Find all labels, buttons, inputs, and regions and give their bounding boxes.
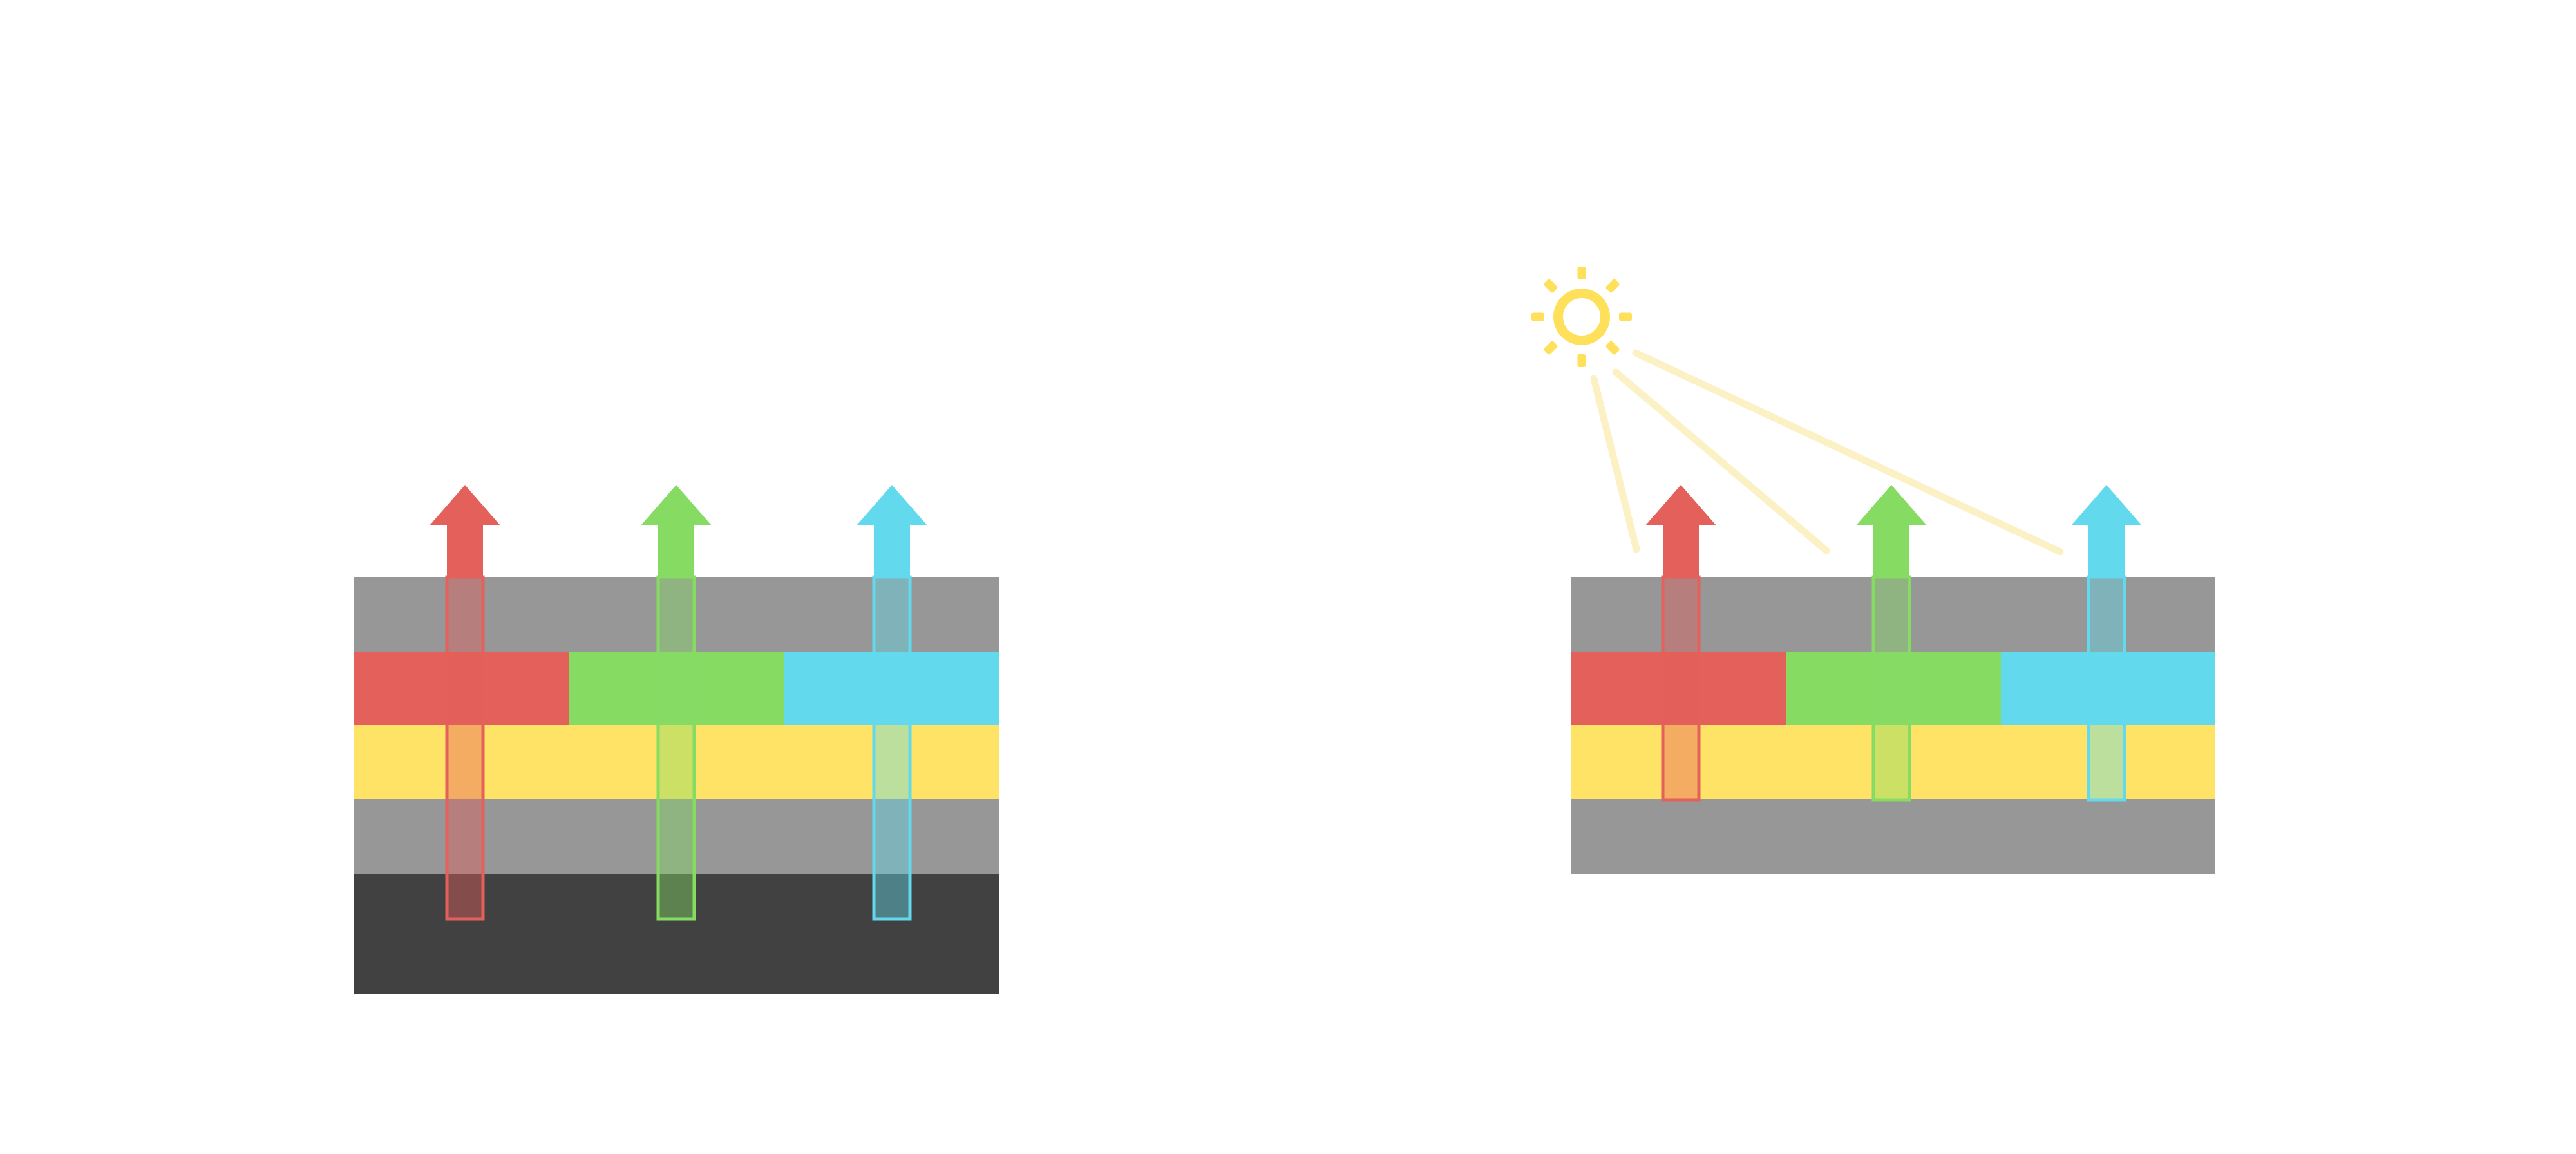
sun-ray bbox=[1544, 279, 1558, 293]
green-light-arrow-shaft bbox=[656, 575, 696, 921]
green-subpixel bbox=[569, 652, 784, 725]
sun-ray bbox=[1544, 341, 1558, 355]
green-light-arrow bbox=[641, 485, 712, 578]
sun-ray bbox=[1605, 341, 1620, 355]
sunlight-beam bbox=[1632, 349, 2064, 556]
front-glass-layer bbox=[1571, 577, 2215, 652]
blue-light-arrow bbox=[2071, 485, 2142, 578]
front-glass-layer bbox=[354, 577, 999, 652]
liquid-crystal-layer bbox=[1571, 725, 2215, 799]
red-light-arrow-shaft bbox=[1661, 575, 1701, 802]
blue-light-arrow-shaft bbox=[872, 575, 912, 921]
blue-light-arrow bbox=[857, 485, 927, 578]
green-subpixel bbox=[1786, 652, 2001, 725]
backlight-layer bbox=[354, 874, 999, 994]
blue-subpixel bbox=[784, 652, 999, 725]
sunlight-beam bbox=[1590, 375, 1640, 553]
liquid-crystal-layer bbox=[354, 725, 999, 799]
panel-right-reflective-display bbox=[1531, 267, 2215, 874]
sun-disc-ring bbox=[1553, 288, 1610, 345]
green-light-arrow-shaft bbox=[1871, 575, 1911, 802]
sunlight-beam bbox=[1612, 368, 1830, 554]
sun-ray bbox=[1605, 279, 1620, 293]
panel-left-backlit-display bbox=[354, 485, 999, 994]
sun-ray bbox=[1577, 267, 1586, 279]
sun-ray bbox=[1531, 312, 1544, 321]
sun-ray bbox=[1619, 312, 1632, 321]
blue-light-arrow-shaft bbox=[2087, 575, 2126, 802]
blue-subpixel bbox=[2001, 652, 2215, 725]
green-light-arrow bbox=[1856, 485, 1927, 578]
sun-icon bbox=[1531, 267, 1632, 367]
red-light-arrow bbox=[1645, 485, 1716, 578]
rear-glass-layer bbox=[1571, 799, 2215, 874]
rear-glass-layer bbox=[354, 799, 999, 874]
red-subpixel bbox=[1571, 652, 1786, 725]
red-light-arrow-shaft bbox=[445, 575, 485, 921]
sun-ray bbox=[1577, 354, 1586, 367]
red-light-arrow bbox=[430, 485, 500, 578]
red-subpixel bbox=[354, 652, 569, 725]
